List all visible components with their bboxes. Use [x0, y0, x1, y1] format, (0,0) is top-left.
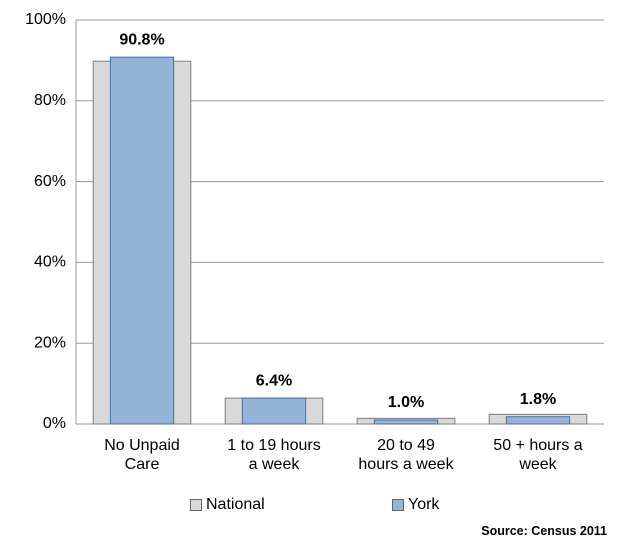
data-label: 1.8%	[520, 391, 556, 408]
x-tick-label: No Unpaid Care	[104, 437, 180, 473]
legend-entry: National	[190, 496, 265, 514]
x-tick-label: 1 to 19 hours a week	[227, 437, 321, 473]
y-tick-label: 100%	[25, 11, 66, 28]
legend-label: National	[206, 496, 265, 513]
data-label: 90.8%	[119, 31, 164, 48]
bar	[109, 56, 175, 425]
y-tick-label: 0%	[43, 415, 66, 432]
legend-swatch	[392, 499, 404, 511]
legend-label: York	[408, 496, 440, 513]
source-note: Source: Census 2011	[481, 524, 607, 538]
bar	[241, 397, 307, 425]
data-label: 1.0%	[388, 394, 424, 411]
y-tick-label: 60%	[34, 173, 66, 190]
legend-entry: York	[392, 496, 439, 514]
data-label: 6.4%	[256, 372, 292, 389]
y-tick-label: 80%	[34, 92, 66, 109]
y-tick-label: 40%	[34, 254, 66, 271]
legend-swatch	[190, 499, 202, 511]
x-tick-label: 50 + hours a week	[493, 437, 583, 473]
x-tick-label: 20 to 49 hours a week	[358, 437, 454, 473]
bar	[373, 419, 439, 425]
y-tick-label: 20%	[34, 334, 66, 351]
bar	[505, 416, 571, 425]
